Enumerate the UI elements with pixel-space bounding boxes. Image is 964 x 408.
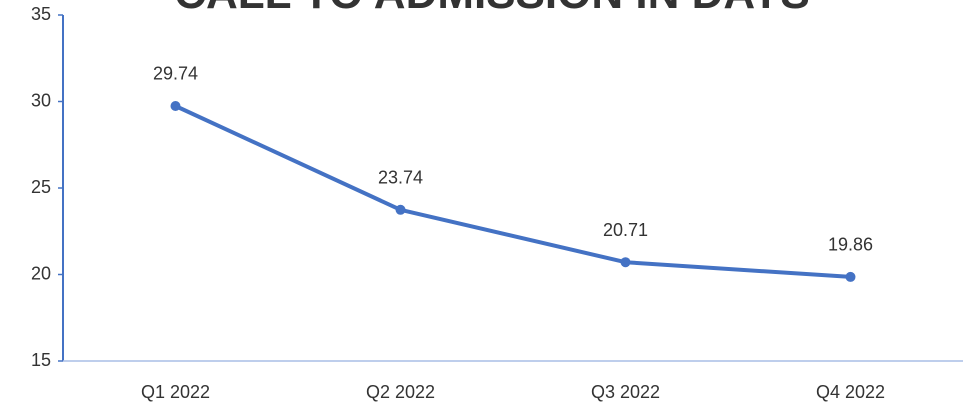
- point: [620, 257, 631, 268]
- y-tick-label: 25: [31, 177, 51, 197]
- point: [845, 271, 856, 282]
- y-tick-label: 30: [31, 90, 51, 110]
- line: [174, 104, 851, 279]
- point: [170, 100, 181, 111]
- x-tick-label: Q2 2022: [366, 382, 435, 402]
- y-tick-label: 15: [31, 350, 51, 370]
- data-label: 20.71: [603, 220, 648, 240]
- x-tick-label: Q4 2022: [816, 382, 885, 402]
- data-label: 19.86: [828, 235, 873, 255]
- point: [395, 204, 406, 215]
- x-tick-label: Q3 2022: [591, 382, 660, 402]
- x-tick-label: Q1 2022: [141, 382, 210, 402]
- y-tick-label: 35: [31, 4, 51, 24]
- chart-title: CALL TO ADMISSION IN DAYS: [174, 0, 810, 18]
- y-tick-label: 20: [31, 263, 51, 283]
- data-label: 23.74: [378, 168, 423, 188]
- data-label: 29.74: [153, 64, 198, 84]
